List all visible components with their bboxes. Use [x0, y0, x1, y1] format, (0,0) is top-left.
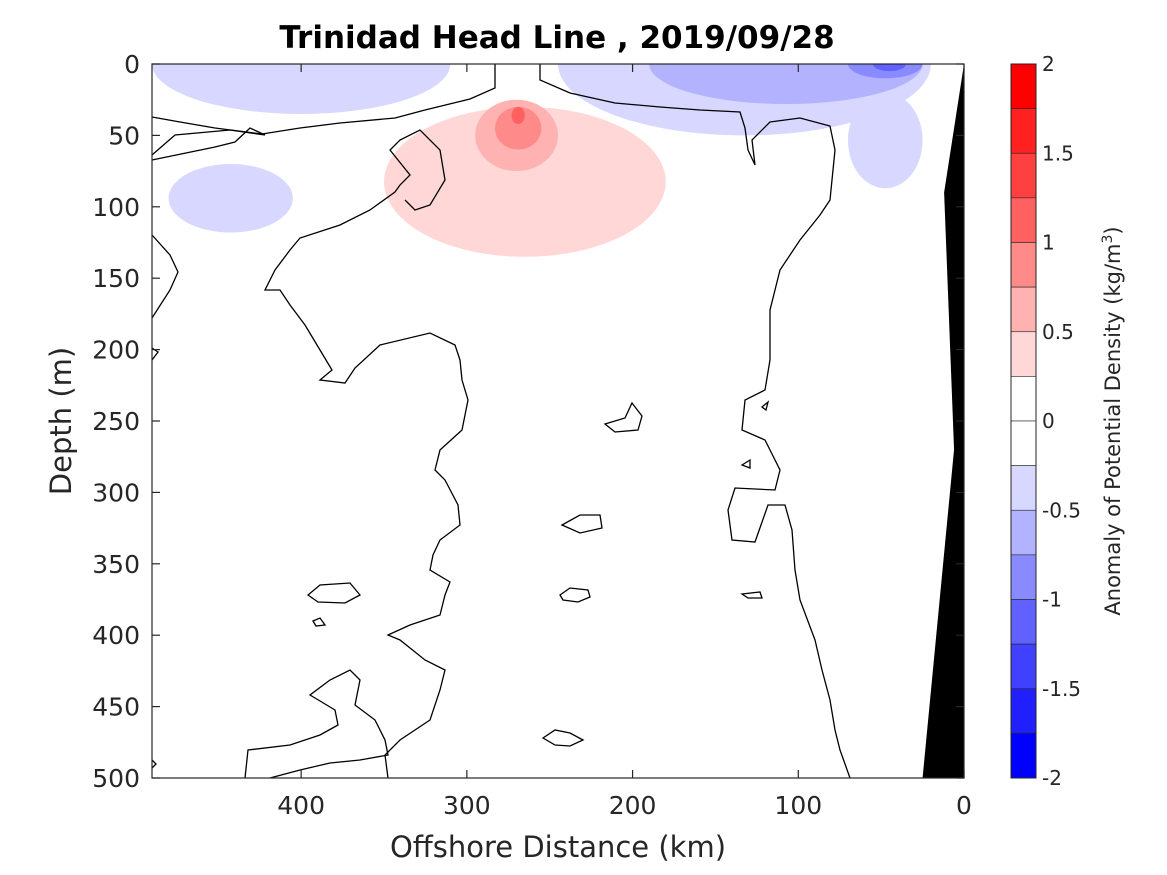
contour-line: [560, 514, 603, 534]
x-tick-label: 300: [443, 791, 491, 820]
y-tick-label: 250: [92, 407, 140, 436]
anomaly-region-5: [168, 163, 293, 233]
contour-line: [559, 587, 591, 603]
colorbar-bin: [1010, 242, 1037, 288]
colorbar-title-superscript: 3: [1100, 235, 1116, 244]
contour-line: [263, 129, 469, 779]
colorbar-bin: [1010, 599, 1037, 645]
contour-line: [244, 669, 389, 779]
contour-line: [760, 400, 770, 412]
colorbar-tick-label: 0: [1042, 409, 1055, 433]
bathymetry-seafloor: [922, 64, 964, 778]
anomaly-region-8: [649, 64, 923, 104]
colorbar-title-main: Anomaly of Potential Density (kg/m: [1101, 244, 1125, 616]
colorbar-ticks: 2 1.5 1 0.5 0 -0.5 -1 -1.5 -2: [1042, 52, 1081, 790]
colorbar: 2 1.5 1 0.5 0 -0.5 -1 -1.5 -2: [1010, 52, 1081, 790]
x-axis-title: Offshore Distance (km): [390, 830, 726, 864]
contour-line: [740, 591, 763, 599]
colorbar-tick-label: 1.5: [1042, 141, 1074, 165]
colorbar-tick-label: -1: [1042, 588, 1062, 612]
colorbar-bin: [1010, 643, 1037, 690]
y-axis-ticks: 0 50 100 150 200 250 300 350 400 450 500: [92, 50, 964, 793]
colorbar-bin: [1010, 554, 1037, 600]
contour-line: [151, 759, 157, 769]
contour-line: [740, 458, 751, 469]
colorbar-title-end: ): [1101, 226, 1125, 234]
y-tick-label: 450: [92, 693, 140, 722]
y-tick-label: 300: [92, 478, 140, 507]
y-tick-label: 400: [92, 621, 140, 650]
colorbar-bin: [1010, 376, 1037, 422]
anomaly-fills: [152, 64, 931, 257]
anomaly-region-4: [152, 64, 451, 114]
colorbar-bin: [1010, 108, 1037, 154]
contour-line: [151, 234, 179, 319]
anomaly-region-7: [848, 92, 923, 189]
colorbar-bins: [1010, 63, 1037, 779]
y-axis-title: Depth (m): [44, 347, 78, 495]
y-tick-label: 150: [92, 264, 140, 293]
contour-line: [151, 64, 496, 135]
colorbar-bin: [1010, 420, 1037, 466]
y-tick-label: 0: [124, 50, 140, 79]
x-tick-label: 400: [277, 791, 325, 820]
x-tick-label: 100: [774, 791, 822, 820]
y-tick-label: 350: [92, 550, 140, 579]
colorbar-bin: [1010, 688, 1037, 734]
colorbar-bin: [1010, 331, 1037, 377]
x-axis-ticks: 400 300 200 100 0: [277, 64, 972, 820]
plot-area: 400 300 200 100 0 0 50 100 150 200 250 300 350 400 45…: [92, 50, 972, 820]
y-tick-label: 100: [92, 193, 140, 222]
colorbar-tick-label: -0.5: [1042, 498, 1081, 522]
colorbar-bin: [1010, 63, 1037, 109]
anomaly-region-9: [848, 64, 923, 79]
anomaly-region-0: [383, 106, 666, 257]
colorbar-bin: [1010, 197, 1037, 243]
anomaly-region-3: [511, 106, 525, 124]
contour-line: [541, 729, 585, 747]
contour-line: [539, 64, 851, 779]
colorbar-bin: [1010, 286, 1037, 333]
colorbar-title: Anomaly of Potential Density (kg/m3): [1100, 226, 1125, 615]
y-tick-label: 500: [92, 764, 140, 793]
colorbar-tick-label: -1.5: [1042, 677, 1081, 701]
colorbar-tick-label: 1: [1042, 231, 1055, 255]
y-tick-label: 200: [92, 336, 140, 365]
chart-title: Trinidad Head Line , 2019/09/28: [279, 20, 834, 56]
colorbar-bin: [1010, 733, 1037, 779]
anomaly-region-2: [495, 106, 542, 150]
colorbar-tick-label: -2: [1042, 766, 1062, 790]
colorbar-tick-label: 0.5: [1042, 320, 1074, 344]
colorbar-frame: [1010, 63, 1037, 779]
contour-line: [306, 582, 362, 604]
y-tick-label: 50: [108, 121, 140, 150]
seafloor-polygon: [922, 64, 964, 778]
colorbar-bin: [1010, 465, 1037, 511]
contour-line: [312, 617, 327, 627]
contour-line: [151, 127, 266, 161]
anomaly-region-10: [872, 64, 906, 72]
colorbar-bin: [1010, 152, 1037, 199]
x-tick-label: 0: [956, 791, 972, 820]
contour-line: [603, 401, 643, 433]
colorbar-tick-label: 2: [1042, 52, 1055, 76]
zero-contours: [151, 64, 851, 779]
x-tick-label: 200: [609, 791, 657, 820]
colorbar-bin: [1010, 509, 1037, 556]
